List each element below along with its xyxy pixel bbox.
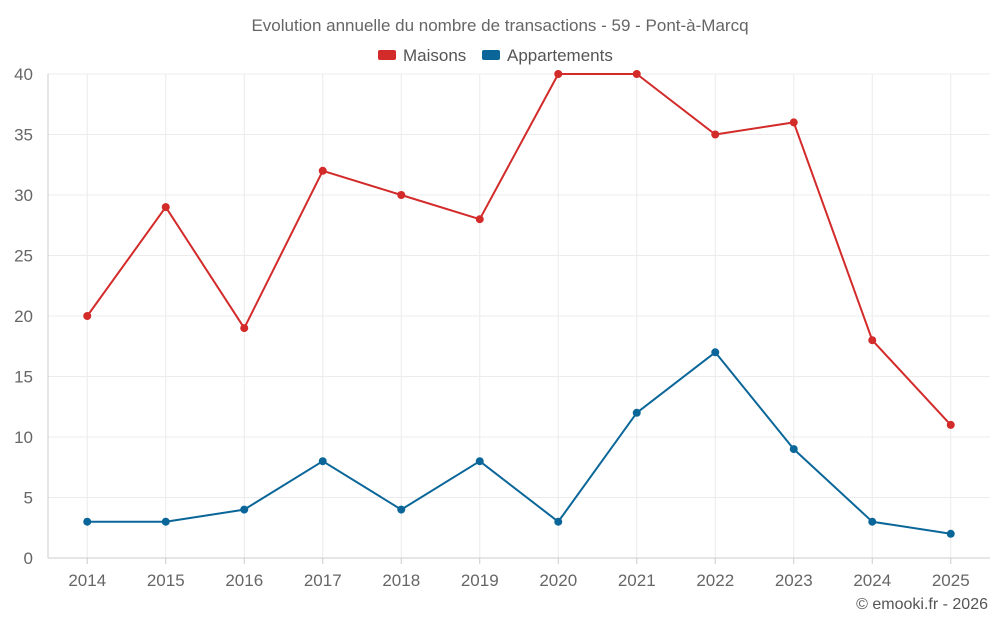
y-tick-label: 35 [14, 126, 33, 145]
copyright-footer: © emooki.fr - 2026 [856, 596, 988, 613]
y-tick-label: 5 [24, 489, 33, 508]
data-point-appartements[interactable] [475, 457, 484, 466]
x-tick-label: 2015 [147, 571, 185, 590]
x-tick-label: 2023 [775, 571, 813, 590]
x-tick-label: 2025 [932, 571, 970, 590]
data-point-appartements[interactable] [83, 517, 92, 526]
legend-item-maisons[interactable]: Maisons [378, 46, 466, 65]
legend-label-maisons: Maisons [403, 46, 466, 65]
chart-title: Evolution annuelle du nombre de transact… [251, 16, 748, 35]
data-point-maisons[interactable] [554, 70, 563, 78]
data-point-appartements[interactable] [868, 517, 877, 526]
data-point-maisons[interactable] [632, 70, 641, 78]
series-maisons [83, 70, 955, 429]
y-tick-label: 15 [14, 368, 33, 387]
data-point-appartements[interactable] [240, 505, 249, 514]
data-point-maisons[interactable] [475, 215, 484, 224]
legend-swatch-appartements [482, 50, 500, 60]
y-tick-label: 40 [14, 65, 33, 84]
data-point-appartements[interactable] [161, 517, 170, 526]
y-tick-label: 25 [14, 247, 33, 266]
data-point-appartements[interactable] [397, 505, 406, 514]
x-tick-label: 2022 [696, 571, 734, 590]
y-tick-label: 20 [14, 307, 33, 326]
y-tick-label: 10 [14, 428, 33, 447]
data-point-appartements[interactable] [946, 529, 955, 538]
x-tick-label: 2017 [304, 571, 342, 590]
series-line-maisons [86, 73, 952, 426]
x-tick-label: 2020 [539, 571, 577, 590]
x-tick-label: 2014 [68, 571, 106, 590]
grid [48, 73, 990, 558]
legend-label-appartements: Appartements [507, 46, 613, 65]
data-point-appartements[interactable] [554, 517, 563, 526]
x-tick-label: 2024 [853, 571, 891, 590]
data-point-maisons[interactable] [161, 203, 170, 212]
data-point-maisons[interactable] [397, 191, 406, 199]
data-point-maisons[interactable] [711, 130, 720, 139]
data-point-maisons[interactable] [946, 420, 955, 429]
x-tick-label: 2018 [382, 571, 420, 590]
data-point-appartements[interactable] [632, 408, 641, 417]
series-appartements [83, 348, 955, 538]
legend: Maisons Appartements [378, 46, 613, 65]
series [83, 70, 955, 538]
data-point-appartements[interactable] [711, 348, 720, 357]
x-tick-label: 2016 [225, 571, 263, 590]
y-tick-label: 0 [24, 549, 33, 568]
legend-swatch-maisons [378, 50, 396, 60]
x-tick-label: 2021 [618, 571, 656, 590]
y-tick-label: 30 [14, 186, 33, 205]
data-point-maisons[interactable] [789, 118, 798, 127]
series-line-appartements [87, 351, 951, 535]
x-tick-label: 2019 [461, 571, 499, 590]
legend-item-appartements[interactable]: Appartements [482, 46, 613, 65]
data-point-maisons[interactable] [240, 324, 249, 333]
data-point-maisons[interactable] [318, 166, 327, 175]
data-point-appartements[interactable] [789, 445, 798, 454]
data-point-appartements[interactable] [318, 457, 327, 466]
data-point-maisons[interactable] [83, 312, 92, 320]
data-point-maisons[interactable] [868, 336, 877, 345]
